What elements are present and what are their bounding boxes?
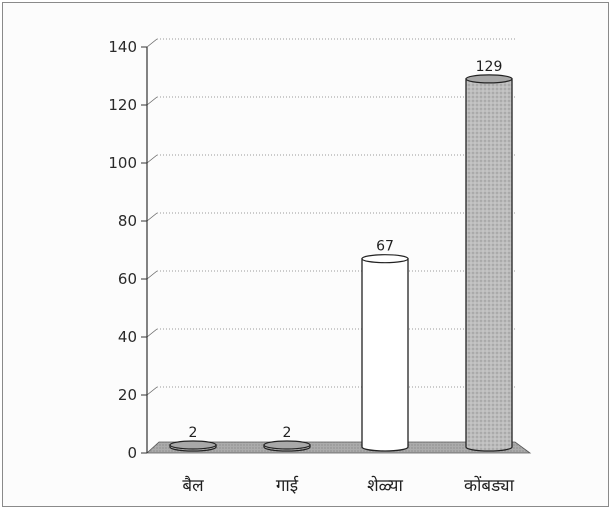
bar-cap [361, 254, 409, 264]
bar [465, 78, 513, 452]
gridline-connector [146, 328, 158, 338]
gridline-connector [146, 212, 158, 222]
bar [361, 258, 409, 452]
y-tick-label: 20 [118, 386, 137, 404]
bar-cap [263, 440, 311, 450]
y-tick-label: 120 [108, 96, 137, 114]
y-tick-label: 140 [108, 38, 137, 56]
bar-cap [465, 74, 513, 84]
y-tick-label: 0 [127, 444, 137, 462]
gridline-connector [146, 270, 158, 280]
category-label: गाई [276, 475, 299, 496]
data-label: 2 [189, 425, 198, 441]
category-label: बैल [182, 475, 204, 496]
bar-cap [169, 440, 217, 450]
gridline-connector [146, 154, 158, 164]
gridline-connector [146, 96, 158, 106]
gridline-connector [146, 386, 158, 396]
y-tick-label: 80 [118, 212, 137, 230]
y-tick-label: 100 [108, 154, 137, 172]
data-label: 2 [283, 425, 292, 441]
chart-floor [145, 441, 532, 454]
gridline-connector [146, 38, 158, 48]
data-label: 67 [376, 239, 394, 255]
category-label: कोंबड्या [464, 475, 515, 496]
y-tick-label: 40 [118, 328, 137, 346]
y-tick-label: 60 [118, 270, 137, 288]
category-label: शेळ्या [367, 475, 403, 496]
data-label: 129 [476, 59, 503, 75]
